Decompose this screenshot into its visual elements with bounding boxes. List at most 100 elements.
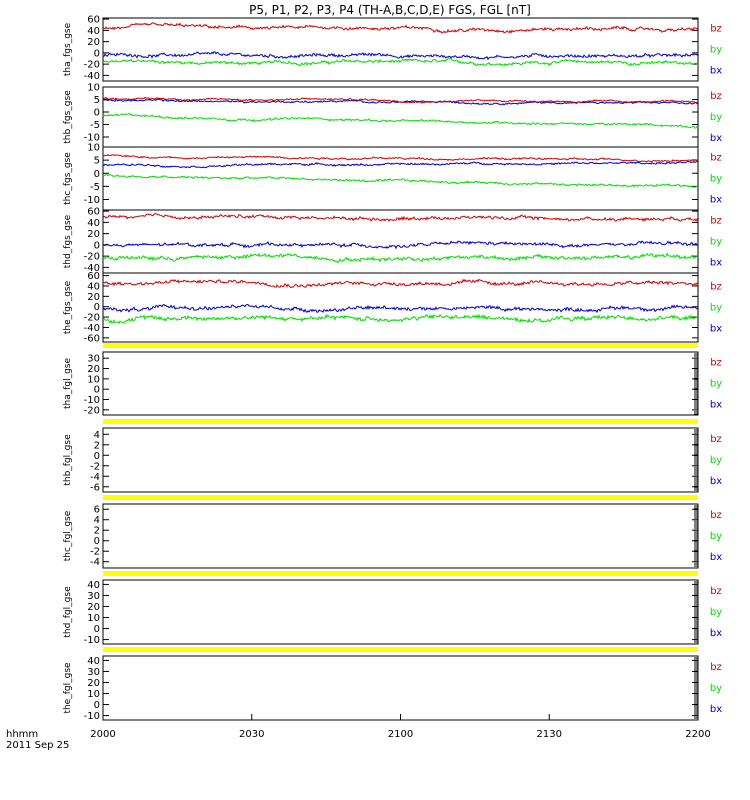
y-tick-label: 20	[87, 292, 100, 303]
x-tick-label: 2000	[90, 729, 115, 740]
panel-ylabel: the_fgs_gse	[63, 280, 73, 334]
y-tick-label: 5	[94, 156, 100, 167]
flag-bar	[103, 495, 698, 500]
y-tick-label: 0	[94, 451, 100, 462]
time-label: hhmm	[6, 729, 38, 740]
y-tick-label: 20	[87, 678, 100, 689]
y-tick-label: 30	[87, 667, 100, 678]
right-edge-ticks	[694, 581, 698, 643]
panel-frame	[102, 146, 699, 211]
y-tick-label: -40	[84, 323, 100, 334]
y-tick-label: 0	[94, 302, 100, 313]
panel-7: 420-2-4-6 thb_fgl_gse bz by bx	[63, 419, 722, 493]
series-bz	[103, 278, 698, 289]
y-tick-label: 0	[94, 240, 100, 251]
y-tick-label: 60	[87, 207, 100, 218]
y-tick-label: 0	[94, 108, 100, 119]
panel-frame	[102, 427, 699, 493]
y-tick-label: -4	[90, 472, 100, 483]
right-edge-ticks	[694, 505, 698, 567]
y-tick-label: 0	[94, 700, 100, 711]
y-tick-label: 20	[87, 602, 100, 613]
legend-bz: bz	[710, 91, 722, 102]
legend-bx: bx	[710, 195, 722, 206]
right-edge-ticks	[694, 429, 698, 491]
legend-bx: bx	[710, 476, 722, 487]
legend-bx: bx	[710, 66, 722, 77]
legend-bx: bx	[710, 628, 722, 639]
y-tick-label: 20	[87, 364, 100, 375]
legend-by: by	[710, 531, 722, 542]
flag-bar	[103, 343, 698, 348]
legend-by: by	[710, 607, 722, 618]
panel-ylabel: thb_fgl_gse	[63, 434, 73, 486]
legend-bz: bz	[710, 662, 722, 673]
series-bz	[103, 213, 698, 223]
series-bz	[103, 153, 698, 163]
panel-frame	[102, 86, 699, 148]
x-tick-label: 2130	[537, 729, 562, 740]
y-tick-label: 10	[87, 689, 100, 700]
y-tick-label: 60	[87, 271, 100, 282]
y-tick-label: -20	[84, 252, 100, 263]
series-bx	[103, 160, 698, 169]
y-tick-label: 2	[94, 440, 100, 451]
y-tick-label: -20	[84, 313, 100, 324]
panel-frame	[102, 579, 699, 645]
series-bx	[103, 51, 698, 61]
legend-bz: bz	[710, 358, 722, 369]
flag-bar	[103, 419, 698, 424]
panel-ylabel: thc_fgs_gse	[63, 152, 73, 205]
y-tick-label: 0	[94, 624, 100, 635]
y-tick-label: 30	[87, 591, 100, 602]
y-tick-label: -5	[90, 120, 100, 131]
panel-2: 105 0-5 -10 thb_fgs_gse bz by bx	[63, 83, 722, 148]
y-tick-label: -20	[84, 405, 100, 416]
series-bx	[103, 303, 698, 314]
y-tick-label: -10	[84, 133, 100, 144]
y-tick-label: 10	[87, 143, 100, 154]
legend-bx: bx	[710, 552, 722, 563]
series-bx	[103, 240, 698, 250]
flag-bar	[103, 647, 698, 652]
legend-bx: bx	[710, 400, 722, 411]
series-by	[103, 173, 698, 188]
panel-ylabel: thb_fgs_gse	[63, 90, 73, 144]
panel-frame	[102, 503, 699, 569]
y-tick-label: 20	[87, 37, 100, 48]
y-tick-label: 0	[94, 169, 100, 180]
x-axis: 2000 2030 2100 2130 2200	[90, 714, 711, 740]
y-tick-label: -20	[84, 60, 100, 71]
panel-ylabel: thc_fgl_gse	[63, 510, 73, 561]
y-tick-label: -40	[84, 71, 100, 82]
y-tick-label: 60	[87, 15, 100, 26]
series-bz	[103, 96, 698, 104]
legend-by: by	[710, 112, 722, 123]
y-tick-label: 4	[94, 430, 100, 441]
legend-bz: bz	[710, 216, 722, 227]
series-by	[103, 252, 698, 264]
y-tick-label: -10	[84, 395, 100, 406]
y-tick-label: -4	[90, 557, 100, 568]
legend-by: by	[710, 455, 722, 466]
legend-bz: bz	[710, 586, 722, 597]
y-tick-label: 40	[87, 656, 100, 667]
y-tick-label: 0	[94, 385, 100, 396]
y-tick-label: 5	[94, 95, 100, 106]
y-tick-label: 4	[94, 515, 100, 526]
x-tick-label: 2200	[685, 729, 710, 740]
y-tick-label: -6	[90, 482, 100, 493]
legend-by: by	[710, 683, 722, 694]
y-tick-label: -2	[90, 461, 100, 472]
panel-frame	[102, 351, 699, 416]
series-bz	[103, 22, 698, 34]
legend-by: by	[710, 237, 722, 248]
y-tick-label: 0	[94, 48, 100, 59]
legend-bz: bz	[710, 24, 722, 35]
panel-ylabel: tha_fgl_gse	[63, 358, 73, 410]
series-by	[103, 313, 698, 325]
